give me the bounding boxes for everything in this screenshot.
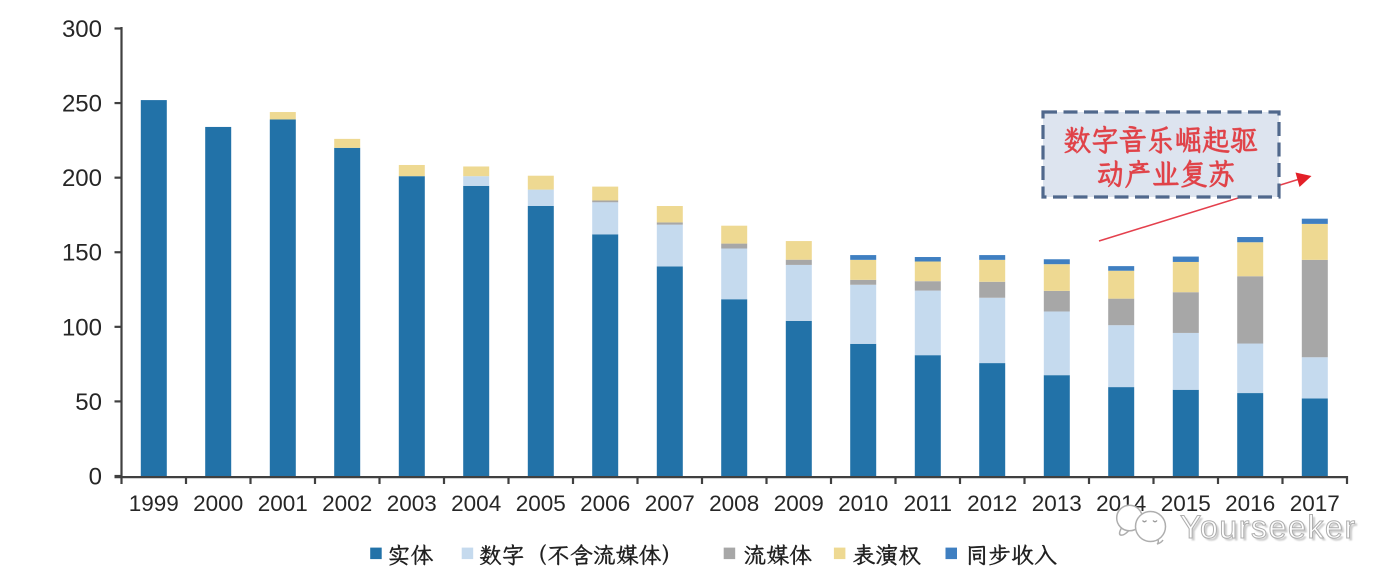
svg-text:250: 250: [62, 91, 102, 118]
svg-text:300: 300: [62, 16, 102, 43]
svg-text:2005: 2005: [516, 491, 566, 516]
svg-text:2012: 2012: [967, 491, 1017, 516]
svg-text:1999: 1999: [129, 491, 179, 516]
svg-text:2008: 2008: [709, 491, 759, 516]
svg-text:150: 150: [62, 240, 102, 267]
svg-text:2016: 2016: [1225, 491, 1275, 516]
svg-text:Yourseeker: Yourseeker: [1180, 509, 1357, 545]
svg-text:2006: 2006: [580, 491, 630, 516]
svg-text:0: 0: [89, 464, 102, 491]
svg-text:2017: 2017: [1290, 491, 1340, 516]
svg-text:2007: 2007: [645, 491, 695, 516]
svg-text:2003: 2003: [387, 491, 437, 516]
svg-text:Yourseeker: Yourseeker: [1183, 512, 1360, 548]
svg-text:2002: 2002: [322, 491, 372, 516]
svg-text:2004: 2004: [451, 491, 501, 516]
svg-text:2009: 2009: [774, 491, 824, 516]
svg-text:2013: 2013: [1032, 491, 1082, 516]
svg-text:2001: 2001: [258, 491, 308, 516]
svg-text:100: 100: [62, 314, 102, 341]
svg-text:200: 200: [62, 165, 102, 192]
svg-text:2011: 2011: [904, 491, 952, 516]
svg-text:50: 50: [75, 389, 102, 416]
svg-text:2000: 2000: [193, 491, 243, 516]
svg-text:2015: 2015: [1161, 491, 1211, 516]
svg-text:2010: 2010: [838, 491, 888, 516]
